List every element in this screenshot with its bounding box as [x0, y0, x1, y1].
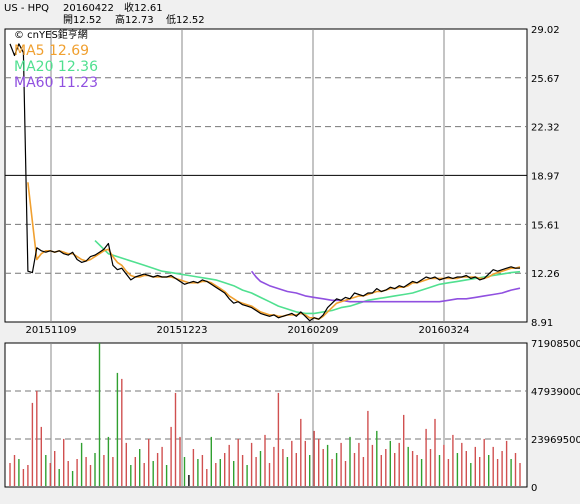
- volume-y-tick: 23969500: [531, 435, 580, 446]
- legend-ma20: MA20 12.36: [14, 59, 98, 75]
- volume-y-tick: 71908500: [531, 339, 580, 350]
- symbol-label: US - HPQ: [4, 3, 49, 14]
- price-x-tick: 20160324: [419, 325, 470, 336]
- volume-bars: [9, 343, 521, 486]
- legend-ma60: MA60 11.23: [14, 75, 98, 91]
- close-line: [9, 43, 521, 322]
- price-y-tick: 15.61: [531, 220, 560, 231]
- price-x-tick: 20151223: [157, 325, 208, 336]
- price-lines: [9, 43, 521, 322]
- ma60-line: [250, 270, 521, 303]
- price-x-tick: 20151109: [26, 325, 77, 336]
- price-y-tick: 8.91: [531, 318, 553, 329]
- date-label: 20160422: [63, 3, 114, 14]
- close-label: 收12.61: [124, 1, 163, 14]
- watermark: © cnYES鉅亨網: [14, 28, 88, 41]
- price-x-tick: 20160209: [288, 325, 339, 336]
- volume-y-axis: 71908500 47939000 23969500 0: [531, 339, 580, 494]
- price-y-tick: 25.67: [531, 74, 560, 85]
- price-y-tick: 18.97: [531, 171, 560, 182]
- open-label: 開12.52: [63, 14, 102, 26]
- price-y-tick: 29.02: [531, 25, 560, 36]
- price-y-axis: 29.02 25.67 22.32 18.97 15.61 12.26 8.91: [531, 25, 560, 329]
- price-y-tick: 22.32: [531, 123, 560, 134]
- low-label: 低12.52: [166, 13, 205, 26]
- price-x-axis: 20151109 20151223 20160209 20160324: [26, 325, 470, 336]
- price-grid: [5, 29, 527, 322]
- volume-grid: [5, 343, 527, 487]
- high-label: 高12.73: [115, 13, 154, 26]
- price-y-tick: 12.26: [531, 269, 560, 280]
- legend-ma5: MA5 12.69: [14, 43, 89, 59]
- volume-y-tick: 0: [531, 483, 537, 494]
- volume-y-tick: 47939000: [531, 387, 580, 398]
